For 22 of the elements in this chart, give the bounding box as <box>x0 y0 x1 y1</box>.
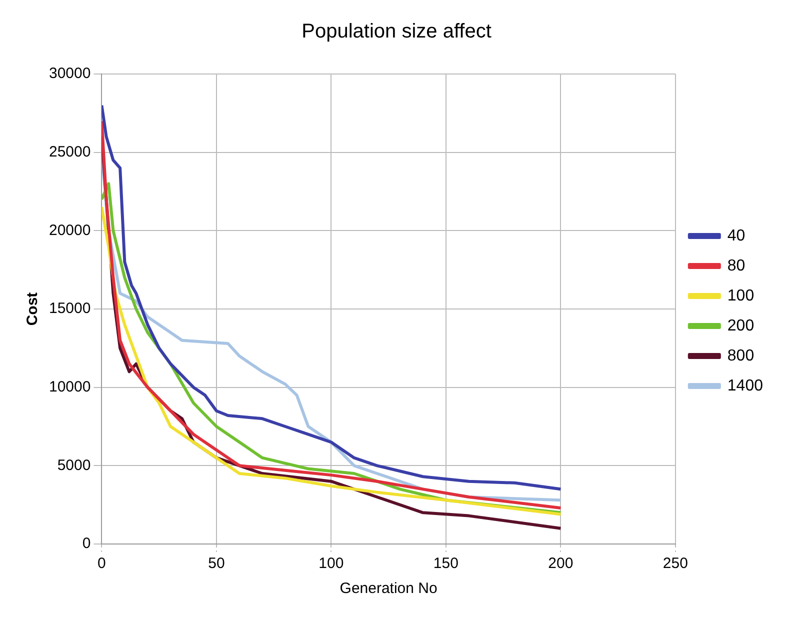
x-tick-label: 200 <box>548 555 574 572</box>
x-tick-label: 100 <box>318 555 344 572</box>
legend-label: 800 <box>727 347 754 364</box>
y-tick-label: 0 <box>82 535 91 552</box>
legend-label: 100 <box>727 287 754 304</box>
x-tick-label: 0 <box>98 555 106 572</box>
legend-label: 40 <box>727 227 746 244</box>
y-tick-label: 20000 <box>48 222 91 239</box>
y-tick-label: 25000 <box>48 143 91 160</box>
x-tick-label: 150 <box>433 555 458 572</box>
x-axis-title: Generation No <box>340 580 438 598</box>
legend-label: 200 <box>727 317 754 334</box>
y-tick-label: 30000 <box>48 65 91 82</box>
y-tick-label: 5000 <box>57 456 91 474</box>
y-tick-label: 10000 <box>48 378 91 396</box>
x-tick-label: 50 <box>208 555 225 572</box>
legend-label: 1400 <box>727 377 764 394</box>
x-tick-label: 250 <box>662 555 688 572</box>
y-axis-title: Cost <box>24 292 42 326</box>
chart-title: Population size affect <box>302 20 492 43</box>
y-tick-label: 15000 <box>48 300 91 318</box>
legend-label: 80 <box>727 257 746 274</box>
